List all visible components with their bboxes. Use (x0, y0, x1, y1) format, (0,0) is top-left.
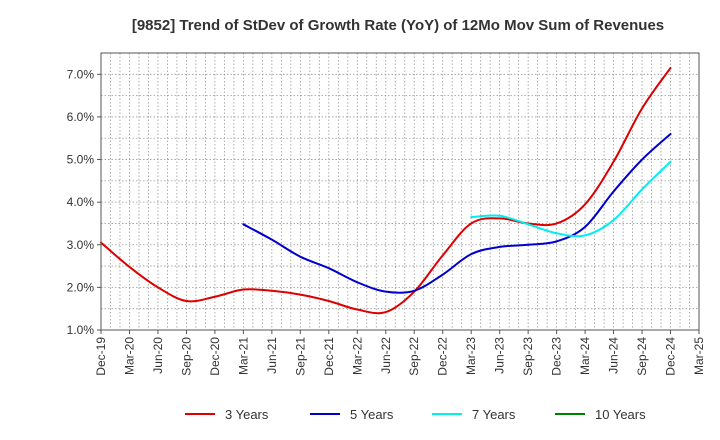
series-line-3-years (100, 66, 672, 315)
y-tick-label: 7.0% (67, 67, 95, 81)
x-tick-label: Sep-24 (635, 337, 649, 376)
y-tick-label: 4.0% (67, 195, 95, 209)
x-tick-label: Jun-24 (607, 337, 621, 374)
legend-label-5-years: 5 Years (350, 407, 394, 422)
x-tick-label: Sep-22 (407, 337, 421, 376)
series-line-5-years (242, 132, 672, 294)
plot-border (100, 52, 700, 331)
legend: 3 Years 5 Years 7 Years 10 Years (185, 407, 646, 422)
x-tick-label: Mar-24 (578, 337, 592, 375)
y-tick-label: 1.0% (67, 323, 95, 337)
x-tick-label: Dec-20 (208, 337, 222, 376)
x-tick-label: Sep-20 (179, 337, 193, 376)
y-axis: 1.0% 2.0% 3.0% 4.0% 5.0% 6.0% 7.0% (67, 67, 101, 337)
x-tick-label: Mar-20 (122, 337, 136, 375)
x-tick-label: Jun-20 (151, 337, 165, 374)
x-tick-label: Dec-23 (550, 337, 564, 376)
x-tick-label: Sep-21 (293, 337, 307, 376)
x-tick-label: Mar-22 (350, 337, 364, 375)
x-tick-label: Mar-21 (236, 337, 250, 375)
legend-label-10-years: 10 Years (595, 407, 646, 422)
series-layer (100, 66, 672, 315)
x-tick-label: Dec-19 (94, 337, 108, 376)
x-tick-label: Dec-22 (436, 337, 450, 376)
x-tick-label: Dec-21 (322, 337, 336, 376)
y-tick-label: 6.0% (67, 110, 95, 124)
x-tick-label: Mar-25 (692, 337, 706, 375)
legend-label-3-years: 3 Years (225, 407, 269, 422)
x-tick-label: Jun-23 (493, 337, 507, 374)
series-line-7-years (470, 160, 672, 238)
legend-label-7-years: 7 Years (472, 407, 516, 422)
y-tick-label: 2.0% (67, 280, 95, 294)
x-axis: Dec-19 Mar-20 Jun-20 Sep-20 Dec-20 Mar-21 Jun-… (94, 330, 706, 376)
x-tick-label: Mar-23 (464, 337, 478, 375)
x-tick-label: Jun-21 (265, 337, 279, 374)
chart-title: [9852] Trend of StDev of Growth Rate (Yo… (132, 17, 664, 34)
y-tick-label: 3.0% (67, 238, 95, 252)
y-tick-label: 5.0% (67, 153, 95, 167)
x-tick-label: Sep-23 (521, 337, 535, 376)
x-tick-label: Dec-24 (664, 337, 678, 376)
x-tick-label: Jun-22 (379, 337, 393, 374)
grid (101, 53, 699, 330)
